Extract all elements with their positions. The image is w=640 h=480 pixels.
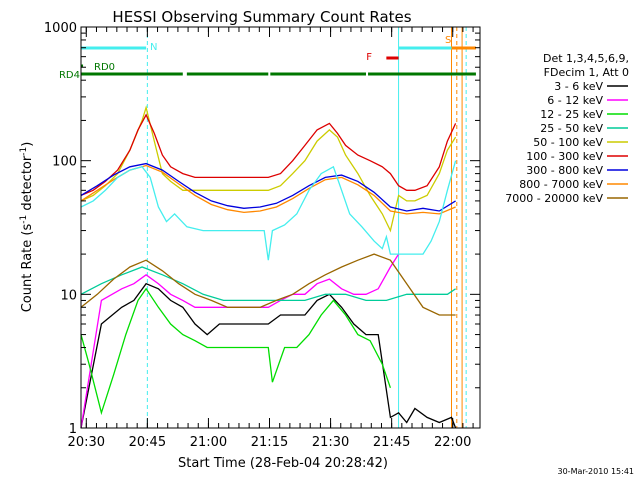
legend-entry-label: 300 - 800 keV <box>526 164 603 177</box>
series-line-1 <box>80 253 400 429</box>
state-label-rd0: RD0 <box>94 62 115 73</box>
cyan-series-line <box>80 160 457 261</box>
legend-header-0: Det 1,3,4,5,6,9, <box>543 52 629 65</box>
series-line-7 <box>80 164 456 215</box>
y-tick-label: 10 <box>60 288 77 303</box>
state-label-n: N <box>150 42 157 53</box>
legend-entry-label: 3 - 6 keV <box>554 80 603 93</box>
legend-entry-label: 6 - 12 keV <box>547 94 603 107</box>
state-label-rd4: RD4 <box>59 70 80 81</box>
plot-area: N RD0 RD4 F S 1 10 100 1000 20:30 20:45 21:00 21:15 2… <box>44 21 481 450</box>
series-line-8 <box>80 253 456 316</box>
y-tick-label: 100 <box>52 155 77 170</box>
legend-entry-label: 50 - 100 keV <box>533 136 603 149</box>
plot-frame <box>80 26 481 429</box>
x-tick-label: 22:00 <box>434 435 471 450</box>
legend-entry-label: 100 - 300 keV <box>526 150 603 163</box>
legend-entry-label: 25 - 50 keV <box>540 122 603 135</box>
legend-entry-label: 7000 - 20000 keV <box>505 192 603 205</box>
x-tick-label: 21:00 <box>190 435 227 450</box>
legend-entry-label: 800 - 7000 keV <box>519 178 603 191</box>
x-tick-label: 21:30 <box>312 435 349 450</box>
legend-header-1: FDecim 1, Att 0 <box>544 66 629 79</box>
legend: Det 1,3,4,5,6,9,FDecim 1, Att 03 - 6 keV… <box>505 52 629 205</box>
x-tick-label: 20:45 <box>129 435 166 450</box>
state-label-s: S <box>445 35 451 46</box>
y-tick-label: 1000 <box>44 21 77 36</box>
series-line-4 <box>80 105 457 233</box>
series-line-6 <box>80 162 456 212</box>
y-tick-label: 1 <box>69 422 77 437</box>
y-axis-label: Count Rate (s-1 detector-1) <box>19 142 35 313</box>
footer-timestamp: 30-Mar-2010 15:41 <box>558 467 635 476</box>
series-line-3 <box>80 266 456 302</box>
x-tick-label: 21:45 <box>373 435 410 450</box>
chart-title: HESSI Observing Summary Count Rates <box>112 8 411 26</box>
state-label-f: F <box>366 52 372 63</box>
legend-entry-label: 12 - 25 keV <box>540 108 603 121</box>
series-line-0 <box>80 282 457 429</box>
series-line-5 <box>80 113 457 196</box>
x-tick-label: 21:15 <box>251 435 288 450</box>
series-line-2 <box>80 287 392 416</box>
x-tick-label: 20:30 <box>68 435 105 450</box>
x-axis-label: Start Time (28-Feb-04 20:28:42) <box>178 456 388 471</box>
